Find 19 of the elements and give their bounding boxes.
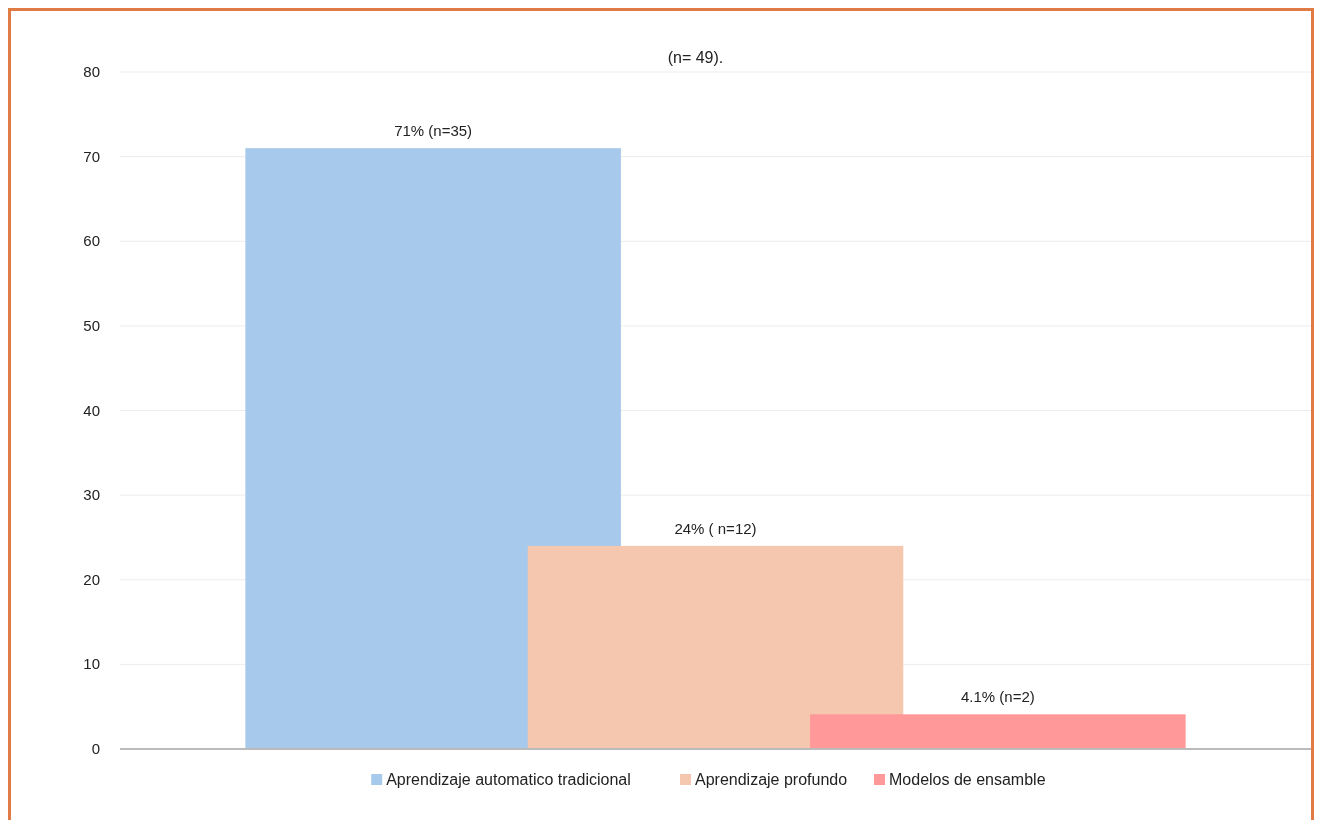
y-tick-label: 50 xyxy=(83,316,100,334)
legend-label: Modelos de ensamble xyxy=(889,771,1046,788)
y-tick-label: 20 xyxy=(83,570,100,588)
data-label: 24% ( n=12) xyxy=(674,519,757,537)
bar xyxy=(527,545,904,749)
y-tick-label: 70 xyxy=(83,147,100,165)
y-tick-label: 40 xyxy=(83,401,100,419)
chart-title: (n= 49). xyxy=(667,49,724,66)
legend-label: Aprendizaje automatico tradicional xyxy=(386,771,631,788)
y-tick-label: 30 xyxy=(83,486,100,504)
data-label: 4.1% (n=2) xyxy=(960,688,1035,706)
bar xyxy=(245,148,621,749)
data-label: 71% (n=35) xyxy=(394,122,473,140)
y-tick-label: 80 xyxy=(83,63,100,80)
y-tick-label: 10 xyxy=(83,655,100,673)
bar xyxy=(810,714,1186,749)
y-tick-label: 0 xyxy=(91,740,100,757)
legend-label: Aprendizaje profundo xyxy=(695,771,848,788)
y-tick-label: 60 xyxy=(83,232,100,250)
